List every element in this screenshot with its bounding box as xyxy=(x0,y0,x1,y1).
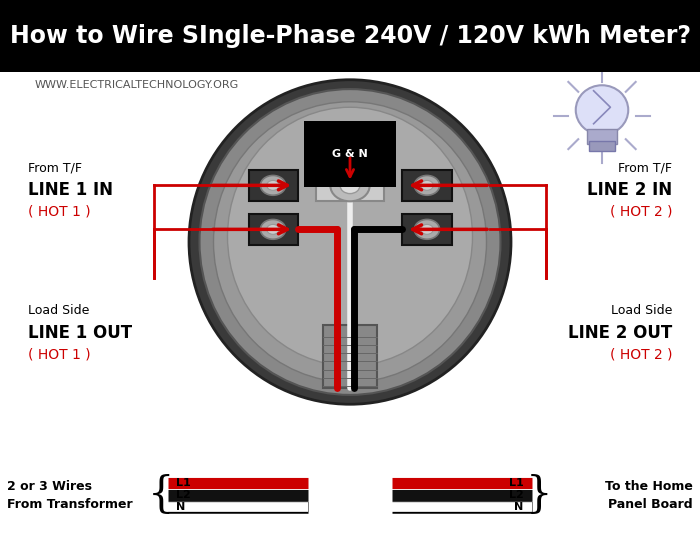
Circle shape xyxy=(267,224,279,234)
FancyBboxPatch shape xyxy=(248,170,298,201)
Text: To the Home: To the Home xyxy=(605,480,693,493)
Text: G & N: G & N xyxy=(332,149,368,159)
Ellipse shape xyxy=(199,89,500,395)
Text: ( HOT 1 ): ( HOT 1 ) xyxy=(28,348,90,362)
Text: ( HOT 2 ): ( HOT 2 ) xyxy=(610,348,672,362)
Text: From T/F: From T/F xyxy=(28,161,82,174)
Ellipse shape xyxy=(575,85,629,135)
FancyBboxPatch shape xyxy=(402,214,452,245)
Circle shape xyxy=(340,178,360,194)
FancyBboxPatch shape xyxy=(0,0,700,72)
Circle shape xyxy=(421,180,433,190)
Circle shape xyxy=(414,175,440,195)
FancyBboxPatch shape xyxy=(402,170,452,201)
Ellipse shape xyxy=(228,107,472,366)
Circle shape xyxy=(260,219,286,239)
Text: N: N xyxy=(514,502,524,512)
Text: LINE 1 IN: LINE 1 IN xyxy=(28,181,113,199)
Circle shape xyxy=(260,175,286,195)
Text: From T/F: From T/F xyxy=(618,161,672,174)
Text: L2: L2 xyxy=(509,490,524,500)
Text: N: N xyxy=(176,502,186,512)
Circle shape xyxy=(267,180,279,190)
FancyBboxPatch shape xyxy=(587,129,617,144)
FancyBboxPatch shape xyxy=(323,324,377,388)
Text: Load Side: Load Side xyxy=(610,304,672,317)
Text: }: } xyxy=(526,474,552,516)
Text: ( HOT 2 ): ( HOT 2 ) xyxy=(610,205,672,219)
FancyBboxPatch shape xyxy=(589,141,615,151)
Text: How to Wire SIngle-Phase 240V / 120V kWh Meter?: How to Wire SIngle-Phase 240V / 120V kWh… xyxy=(10,24,690,48)
Text: LINE 2 IN: LINE 2 IN xyxy=(587,181,672,199)
FancyBboxPatch shape xyxy=(316,151,384,201)
Text: {: { xyxy=(148,474,174,516)
Text: 2 or 3 Wires: 2 or 3 Wires xyxy=(7,480,92,493)
Circle shape xyxy=(330,170,370,201)
Circle shape xyxy=(414,219,440,239)
Ellipse shape xyxy=(189,80,511,404)
Text: Load Side: Load Side xyxy=(28,304,90,317)
Circle shape xyxy=(421,224,433,234)
Text: ( HOT 1 ): ( HOT 1 ) xyxy=(28,205,90,219)
Text: WWW.ELECTRICALTECHNOLOGY.ORG: WWW.ELECTRICALTECHNOLOGY.ORG xyxy=(35,80,239,90)
Text: LINE 2 OUT: LINE 2 OUT xyxy=(568,324,672,342)
Text: LINE 1 OUT: LINE 1 OUT xyxy=(28,324,132,342)
Text: L1: L1 xyxy=(176,478,191,488)
Ellipse shape xyxy=(214,102,486,382)
Text: L1: L1 xyxy=(509,478,524,488)
Text: From Transformer: From Transformer xyxy=(7,498,132,512)
Text: Panel Board: Panel Board xyxy=(608,498,693,512)
FancyBboxPatch shape xyxy=(248,214,298,245)
Text: L2: L2 xyxy=(176,490,191,500)
